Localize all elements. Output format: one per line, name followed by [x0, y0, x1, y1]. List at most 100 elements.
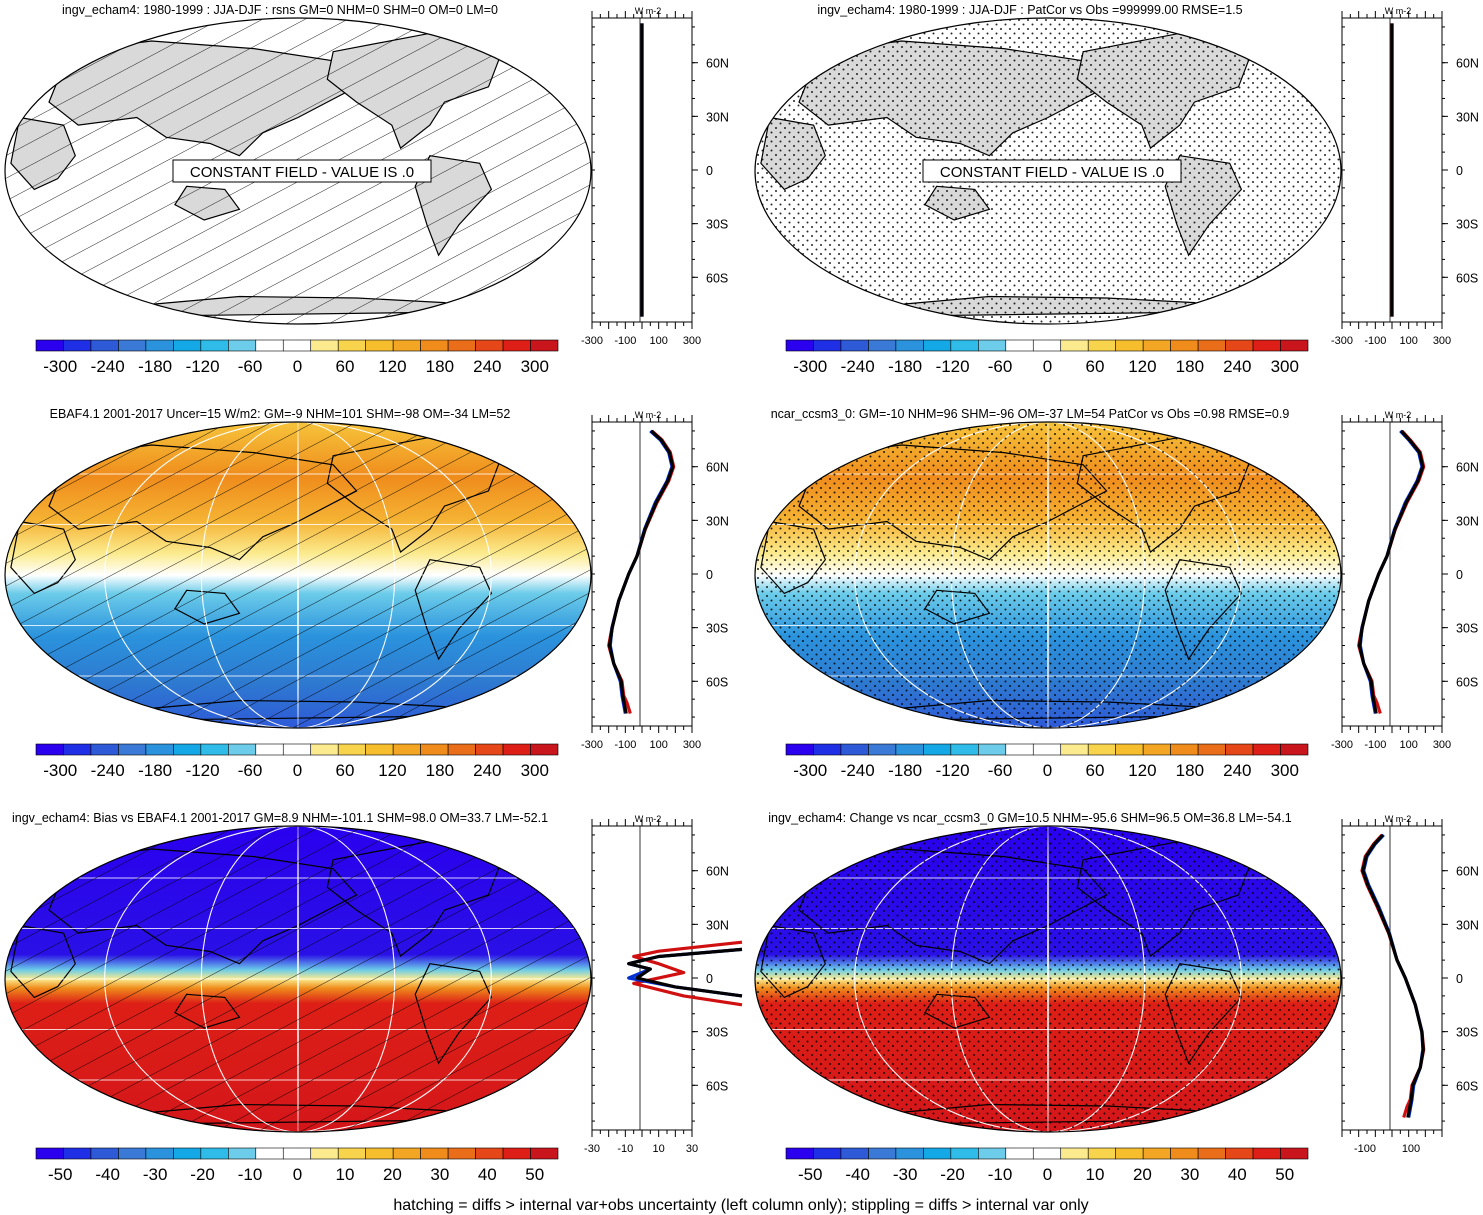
- profile-tick-label: 100: [1399, 739, 1417, 751]
- panel-title: ncar_ccsm3_0: GM=-10 NHM=96 SHM=-96 OM=-…: [771, 407, 1290, 421]
- lat-label: 30S: [706, 218, 728, 232]
- colorbar-label: 120: [378, 357, 406, 376]
- panel-title: ingv_echam4: 1980-1999 : JJA-DJF : PatCo…: [817, 3, 1242, 17]
- colorbar-label: 0: [1043, 1165, 1052, 1184]
- colorbar-label: 60: [335, 357, 354, 376]
- colorbar-swatch: [392, 339, 421, 352]
- colorbar-label: -20: [940, 1165, 965, 1184]
- colorbar-label: 10: [1085, 1165, 1104, 1184]
- panel-title: ingv_echam4: Bias vs EBAF4.1 2001-2017 G…: [12, 811, 548, 825]
- colorbar-swatch: [420, 1147, 449, 1160]
- colorbar-label: 50: [525, 1165, 544, 1184]
- colorbar-swatch: [255, 1147, 284, 1160]
- colorbar-label: -120: [186, 357, 220, 376]
- colorbar-label: 50: [1275, 1165, 1294, 1184]
- constant-field-label: CONSTANT FIELD - VALUE IS .0: [190, 164, 414, 181]
- colorbar-swatch: [1252, 1147, 1281, 1160]
- colorbar-label: -180: [888, 761, 922, 780]
- colorbar-swatch: [1170, 1147, 1199, 1160]
- profile-tick-label: -100: [614, 739, 636, 751]
- colorbar-swatch: [923, 743, 952, 756]
- map-outline: [754, 825, 1342, 1133]
- lat-label: 30S: [706, 622, 728, 636]
- colorbar-label: -30: [893, 1165, 918, 1184]
- lat-label: 60N: [706, 461, 729, 475]
- colorbar-swatch: [1005, 1147, 1034, 1160]
- profile-units: W m-2: [1385, 6, 1412, 16]
- colorbar-swatch: [1197, 743, 1226, 756]
- colorbar-label: -10: [238, 1165, 263, 1184]
- lat-label: 60N: [706, 865, 729, 879]
- colorbar-swatch: [950, 339, 979, 352]
- map-outline: [754, 421, 1342, 729]
- colorbar-label: -120: [186, 761, 220, 780]
- panel-p5: ingv_echam4: Bias vs EBAF4.1 2001-2017 G…: [4, 811, 743, 1184]
- colorbar-swatch: [1225, 339, 1254, 352]
- footer-caption: hatching = diffs > internal var+obs unce…: [393, 1197, 1088, 1214]
- colorbar-swatch: [502, 1147, 531, 1160]
- constant-field-box: [172, 159, 432, 183]
- lat-label: 0: [706, 568, 713, 582]
- colorbar-swatch: [1060, 743, 1089, 756]
- colorbar-label: 60: [1085, 761, 1104, 780]
- colorbar-label: 0: [1043, 357, 1052, 376]
- lat-label: 30N: [706, 110, 729, 124]
- lat-label: 30N: [1456, 514, 1479, 528]
- colorbar-label: -120: [936, 357, 970, 376]
- colorbar-label: -10: [988, 1165, 1013, 1184]
- colorbar-swatch: [200, 1147, 229, 1160]
- colorbar-swatch: [1280, 339, 1309, 352]
- lat-label: 0: [1456, 972, 1463, 986]
- colorbar-label: 180: [426, 357, 454, 376]
- lat-label: 30S: [706, 1026, 728, 1040]
- colorbar-label: -180: [138, 357, 172, 376]
- colorbar-swatch: [365, 1147, 394, 1160]
- map-outline: [754, 17, 1342, 325]
- colorbar-swatch: [35, 1147, 64, 1160]
- profile-units: W m-2: [635, 6, 662, 16]
- colorbar-label: -300: [793, 761, 827, 780]
- profile-tick-label: -300: [581, 739, 603, 751]
- colorbar-swatch: [392, 743, 421, 756]
- colorbar-swatch: [90, 743, 119, 756]
- panel-p3: EBAF4.1 2001-2017 Uncer=15 W/m2: GM=-9 N…: [4, 407, 729, 780]
- colorbar-swatch: [1115, 743, 1144, 756]
- lat-label: 60S: [1456, 1079, 1478, 1093]
- colorbar-swatch: [255, 339, 284, 352]
- profile-units: W m-2: [635, 814, 662, 824]
- colorbar-swatch: [978, 743, 1007, 756]
- colorbar-swatch: [35, 743, 64, 756]
- colorbar-label: -240: [91, 357, 125, 376]
- colorbar-swatch: [530, 743, 559, 756]
- map-outline: [4, 421, 592, 729]
- profile-series: [1361, 833, 1425, 1118]
- colorbar-swatch: [1115, 339, 1144, 352]
- lat-label: 60S: [1456, 675, 1478, 689]
- hatch-overlay: [5, 826, 591, 1132]
- colorbar-label: 60: [1085, 357, 1104, 376]
- profile-tick-label: -100: [614, 335, 636, 347]
- colorbar-label: 20: [383, 1165, 402, 1184]
- profile-tick-label: -100: [1354, 1143, 1376, 1155]
- colorbar-swatch: [310, 1147, 339, 1160]
- colorbar-label: 300: [1271, 761, 1299, 780]
- colorbar-label: 120: [378, 761, 406, 780]
- profile-tick-label: 300: [1433, 739, 1451, 751]
- colorbar-swatch: [255, 743, 284, 756]
- colorbar-swatch: [1170, 339, 1199, 352]
- colorbar-swatch: [1280, 1147, 1309, 1160]
- map: [5, 826, 591, 1132]
- colorbar-swatch: [173, 339, 202, 352]
- profile-series: [1362, 833, 1425, 1118]
- lat-label: 0: [706, 164, 713, 178]
- profile-tick-label: -100: [1364, 739, 1386, 751]
- colorbar-label: -20: [190, 1165, 215, 1184]
- lat-label: 30S: [1456, 218, 1478, 232]
- colorbar-swatch: [1032, 743, 1062, 756]
- colorbar-swatch: [420, 339, 449, 352]
- colorbar-label: 20: [1133, 1165, 1152, 1184]
- panel-p2: ingv_echam4: 1980-1999 : JJA-DJF : PatCo…: [754, 3, 1479, 376]
- colorbar-swatch: [895, 743, 924, 756]
- colorbar-swatch: [1087, 339, 1116, 352]
- colorbar-swatch: [118, 339, 147, 352]
